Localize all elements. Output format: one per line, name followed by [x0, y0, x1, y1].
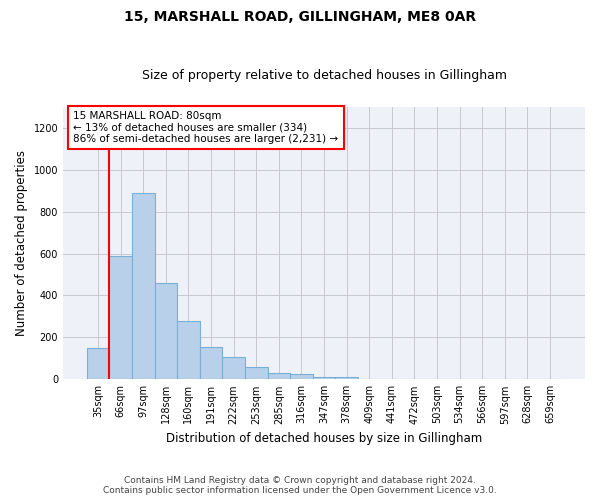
X-axis label: Distribution of detached houses by size in Gillingham: Distribution of detached houses by size …: [166, 432, 482, 445]
Bar: [313, 377, 335, 380]
Bar: [132, 192, 155, 380]
Bar: [155, 283, 177, 380]
Title: Size of property relative to detached houses in Gillingham: Size of property relative to detached ho…: [142, 69, 506, 82]
Bar: [335, 377, 358, 380]
Text: 15, MARSHALL ROAD, GILLINGHAM, ME8 0AR: 15, MARSHALL ROAD, GILLINGHAM, ME8 0AR: [124, 10, 476, 24]
Bar: [177, 320, 200, 380]
Bar: [290, 374, 313, 380]
Bar: [268, 374, 290, 380]
Bar: [245, 366, 268, 380]
Bar: [200, 347, 223, 380]
Y-axis label: Number of detached properties: Number of detached properties: [15, 150, 28, 336]
Text: 15 MARSHALL ROAD: 80sqm
← 13% of detached houses are smaller (334)
86% of semi-d: 15 MARSHALL ROAD: 80sqm ← 13% of detache…: [73, 111, 338, 144]
Text: Contains HM Land Registry data © Crown copyright and database right 2024.
Contai: Contains HM Land Registry data © Crown c…: [103, 476, 497, 495]
Bar: [223, 358, 245, 380]
Bar: [109, 256, 132, 380]
Bar: [87, 348, 109, 380]
